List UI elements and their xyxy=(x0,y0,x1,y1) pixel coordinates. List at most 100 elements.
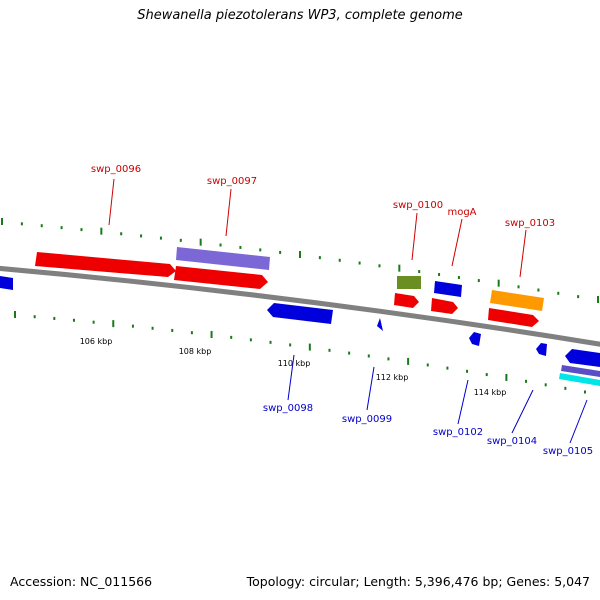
label-swp_0099[interactable]: swp_0099 xyxy=(342,414,392,425)
inner-tick-13 xyxy=(269,340,272,344)
outer-tick-row xyxy=(1,218,599,303)
inner-tick-4 xyxy=(92,320,95,324)
inner-tick-1 xyxy=(33,315,36,319)
outer-tick-3 xyxy=(60,226,63,230)
inner-tick-3 xyxy=(72,318,75,322)
inner-tick-16 xyxy=(328,348,331,352)
outer-tick-28 xyxy=(557,291,560,295)
gene-swp_0097-cds[interactable] xyxy=(174,266,268,289)
gene-swp_0100-feature[interactable] xyxy=(397,276,421,289)
label-swp_0103[interactable]: swp_0103 xyxy=(505,218,555,229)
outer-tick-11 xyxy=(219,243,222,247)
gene-swp_0103-cds[interactable] xyxy=(488,308,539,327)
outer-tick-7 xyxy=(140,234,143,238)
gene-swp_0104-feature[interactable] xyxy=(561,365,600,377)
outer-tick-6 xyxy=(120,232,123,236)
gene-swp_0100-cds[interactable] xyxy=(394,293,419,308)
inner-tick-24 xyxy=(485,373,488,377)
gene-swp_0099[interactable] xyxy=(377,318,383,331)
forward-leaders xyxy=(108,178,527,278)
tick-label-108kbp: 108 kbp xyxy=(179,347,212,356)
outer-tick-24 xyxy=(477,279,480,283)
inner-tick-26 xyxy=(525,379,528,383)
gene-mogA-feature[interactable] xyxy=(434,281,462,297)
outer-tick-13 xyxy=(259,248,262,252)
outer-tick-9 xyxy=(179,238,182,242)
outer-tick-27 xyxy=(537,288,540,292)
outer-tick-23 xyxy=(457,276,460,280)
gene-swp_0105-feature[interactable] xyxy=(559,373,600,386)
inner-tick-5 xyxy=(112,320,115,328)
outer-tick-8 xyxy=(159,236,162,240)
inner-tick-0 xyxy=(14,311,16,318)
inner-tick-9 xyxy=(190,331,193,335)
outer-tick-18 xyxy=(358,261,361,265)
label-swp_0105[interactable]: swp_0105 xyxy=(543,446,593,457)
outer-tick-25 xyxy=(497,279,500,287)
gene-swp_0102[interactable] xyxy=(469,332,481,346)
label-swp_0098[interactable]: swp_0098 xyxy=(263,403,313,414)
inner-tick-14 xyxy=(289,343,292,347)
outer-tick-22 xyxy=(438,273,441,277)
outer-tick-16 xyxy=(318,256,321,260)
outer-tick-0 xyxy=(1,218,3,225)
inner-tick-row xyxy=(14,311,586,394)
outer-tick-21 xyxy=(418,270,421,274)
inner-tick-6 xyxy=(131,324,134,328)
inner-tick-20 xyxy=(407,357,410,365)
outer-tick-10 xyxy=(199,238,202,246)
outer-tick-4 xyxy=(80,228,83,232)
inner-tick-27 xyxy=(544,383,547,387)
outer-tick-12 xyxy=(239,245,242,249)
outer-tick-29 xyxy=(577,295,580,299)
outer-tick-2 xyxy=(40,224,43,228)
inner-tick-7 xyxy=(151,326,154,330)
tick-label-106kbp: 106 kbp xyxy=(80,337,113,346)
gene-swp_0097-feature[interactable] xyxy=(176,247,270,270)
inner-tick-12 xyxy=(249,338,252,342)
gene-swp_0104-cds[interactable] xyxy=(536,343,547,356)
inner-tick-28 xyxy=(564,386,567,390)
tick-label-114kbp: 114 kbp xyxy=(474,388,507,397)
inner-tick-17 xyxy=(348,351,351,355)
label-swp_0104[interactable]: swp_0104 xyxy=(487,436,537,447)
outer-tick-14 xyxy=(279,250,282,254)
inner-tick-29 xyxy=(584,390,586,394)
outer-tick-30 xyxy=(597,296,599,303)
gene-mogA-cds[interactable] xyxy=(431,298,458,314)
map-title: Shewanella piezotolerans WP3, complete g… xyxy=(137,8,463,23)
inner-tick-18 xyxy=(367,354,370,358)
tick-label-110kbp: 110 kbp xyxy=(278,359,311,368)
outer-tick-20 xyxy=(398,264,401,272)
inner-tick-10 xyxy=(210,331,213,338)
inner-tick-19 xyxy=(387,357,390,361)
reverse-leaders xyxy=(287,354,588,444)
inner-tick-25 xyxy=(505,373,508,381)
gene-swp_0098[interactable] xyxy=(267,303,333,324)
accession-text: Accession: NC_011566 xyxy=(10,574,153,589)
gene-swp_0096[interactable] xyxy=(35,252,176,277)
inner-tick-11 xyxy=(230,335,233,339)
gene-swp_0105-cds[interactable] xyxy=(565,349,600,367)
outer-tick-1 xyxy=(20,222,23,226)
inner-tick-15 xyxy=(308,343,311,351)
inner-tick-21 xyxy=(426,363,429,367)
outer-tick-19 xyxy=(378,264,381,268)
gene-swp_0095-edge[interactable] xyxy=(0,276,13,290)
inner-tick-23 xyxy=(466,369,469,373)
label-swp_0102[interactable]: swp_0102 xyxy=(433,427,483,438)
label-swp_0100[interactable]: swp_0100 xyxy=(393,200,443,211)
tick-label-112kbp: 112 kbp xyxy=(376,373,409,382)
label-swp_0097[interactable]: swp_0097 xyxy=(207,176,257,187)
outer-tick-5 xyxy=(100,227,103,235)
genome-summary-text: Topology: circular; Length: 5,396,476 bp… xyxy=(246,574,590,589)
label-mogA[interactable]: mogA xyxy=(447,207,476,218)
inner-tick-8 xyxy=(171,328,174,332)
label-swp_0096[interactable]: swp_0096 xyxy=(91,164,141,175)
genome-backbone xyxy=(0,265,600,347)
inner-tick-2 xyxy=(53,316,56,320)
outer-tick-17 xyxy=(338,258,341,262)
outer-tick-26 xyxy=(517,285,520,289)
gene-swp_0103-feature[interactable] xyxy=(490,290,544,311)
